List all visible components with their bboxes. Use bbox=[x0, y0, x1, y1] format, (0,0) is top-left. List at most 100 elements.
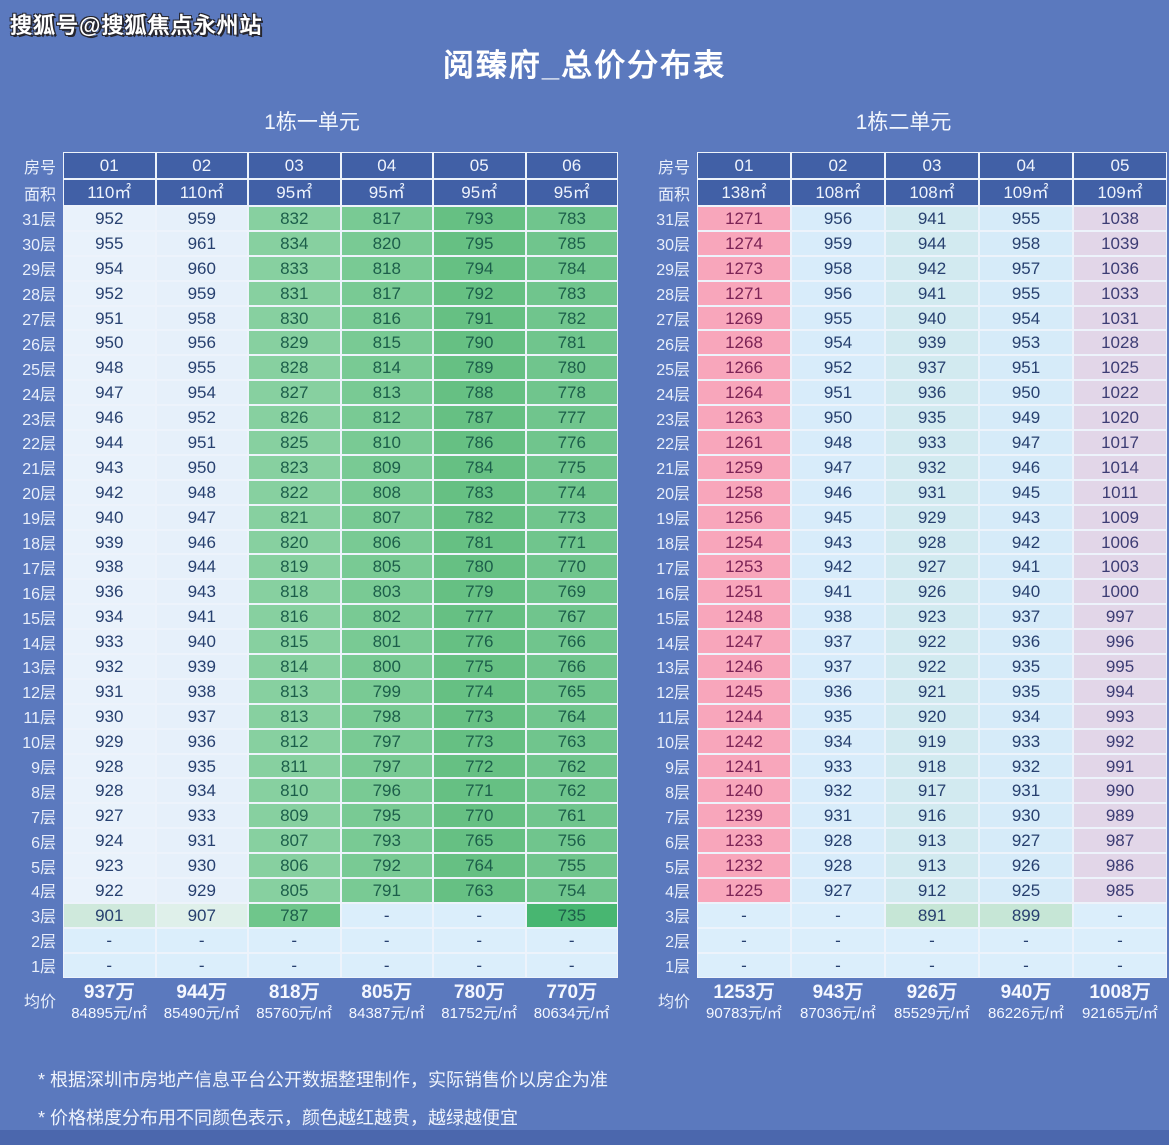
floor-label: 12层 bbox=[656, 685, 690, 703]
price-cell: 992 bbox=[1073, 728, 1167, 754]
price-cell: 1038 bbox=[1073, 206, 1167, 231]
price-cell: - bbox=[63, 952, 156, 978]
price-cell: 936 bbox=[791, 678, 885, 704]
price-cell: 811 bbox=[248, 753, 341, 779]
price-cell: 942 bbox=[791, 554, 885, 580]
price-cell: 947 bbox=[979, 430, 1073, 455]
price-cell: 799 bbox=[340, 678, 433, 704]
price-cell: 950 bbox=[155, 454, 248, 480]
price-cell: 777 bbox=[433, 604, 526, 630]
area-cell: 95㎡ bbox=[433, 179, 526, 206]
price-cell: 947 bbox=[791, 454, 885, 480]
price-cell: 1266 bbox=[697, 355, 791, 381]
price-cell: 1251 bbox=[697, 579, 791, 605]
price-cell: 891 bbox=[885, 902, 979, 928]
floor-label: 6层 bbox=[665, 834, 690, 852]
area-cell: 95㎡ bbox=[525, 179, 618, 206]
price-cell: 935 bbox=[155, 753, 248, 779]
price-cell: 941 bbox=[791, 579, 885, 605]
price-cell: 955 bbox=[979, 206, 1073, 231]
price-cell: 937 bbox=[885, 355, 979, 381]
room-number-header-cell: 02 bbox=[155, 152, 248, 179]
price-cell: 1259 bbox=[697, 454, 791, 480]
avg-price-cell: 1253万 90783元/㎡ bbox=[697, 978, 791, 1034]
floor-label: 14层 bbox=[22, 635, 56, 653]
floor-label: 29层 bbox=[656, 262, 690, 280]
price-cell: 1017 bbox=[1073, 430, 1167, 455]
floor-label: 5层 bbox=[31, 859, 56, 877]
price-cell: 809 bbox=[340, 454, 433, 480]
area-cell: 108㎡ bbox=[791, 179, 885, 206]
price-cell: - bbox=[697, 902, 791, 928]
price-cell: 923 bbox=[885, 604, 979, 630]
price-cell: 773 bbox=[525, 504, 618, 530]
price-cell: 928 bbox=[791, 828, 885, 854]
price-cell: 788 bbox=[433, 380, 526, 406]
avg-unit-price: 92165元/㎡ bbox=[1082, 1005, 1158, 1023]
floor-label: 30层 bbox=[22, 237, 56, 255]
price-cell: 987 bbox=[1073, 828, 1167, 854]
avg-total-price: 943万 bbox=[812, 981, 864, 1003]
price-cell: 1039 bbox=[1073, 230, 1167, 256]
floor-label: 26层 bbox=[656, 336, 690, 354]
price-cell: 931 bbox=[791, 803, 885, 829]
price-cell: 932 bbox=[791, 778, 885, 804]
price-cell: 789 bbox=[433, 355, 526, 381]
price-cell: 927 bbox=[979, 828, 1073, 854]
price-cell: 792 bbox=[433, 280, 526, 306]
floor-label: 23层 bbox=[656, 411, 690, 429]
price-cell: 986 bbox=[1073, 853, 1167, 879]
price-cell: 955 bbox=[791, 305, 885, 331]
price-cell: 810 bbox=[340, 430, 433, 455]
price-cell: 930 bbox=[155, 853, 248, 879]
avg-total-price: 1253万 bbox=[713, 981, 775, 1003]
floor-label: 9层 bbox=[31, 760, 56, 778]
price-cell: 936 bbox=[885, 380, 979, 406]
price-cell: 1247 bbox=[697, 629, 791, 655]
floor-label: 19层 bbox=[656, 511, 690, 529]
price-cell: 952 bbox=[63, 206, 156, 231]
floor-label: 14层 bbox=[656, 635, 690, 653]
price-cell: 815 bbox=[340, 330, 433, 356]
price-cell: 954 bbox=[791, 330, 885, 356]
floor-label: 7层 bbox=[31, 809, 56, 827]
floor-label: 5层 bbox=[665, 859, 690, 877]
price-cell: 939 bbox=[885, 330, 979, 356]
price-cell: 950 bbox=[979, 380, 1073, 406]
price-cell: - bbox=[791, 927, 885, 953]
floor-label: 15层 bbox=[656, 610, 690, 628]
price-cell: 935 bbox=[979, 678, 1073, 704]
price-cell: 795 bbox=[433, 230, 526, 256]
room-number-header-cell: 06 bbox=[525, 152, 618, 179]
price-cell: 766 bbox=[525, 654, 618, 679]
floor-label: 31层 bbox=[656, 212, 690, 230]
avg-total-price: 770万 bbox=[546, 981, 598, 1003]
price-cell: 940 bbox=[63, 504, 156, 530]
price-cell: 937 bbox=[791, 654, 885, 679]
price-cell: 1273 bbox=[697, 255, 791, 281]
avg-unit-price: 86226元/㎡ bbox=[988, 1005, 1064, 1023]
price-cell: 1025 bbox=[1073, 355, 1167, 381]
price-cell: 960 bbox=[155, 255, 248, 281]
price-table-unit2: 房号 01 02 03 04 05 面积 138㎡ 108㎡ 108㎡ 109㎡ 109㎡ 31层 127… bbox=[640, 152, 1167, 1034]
price-cell: 1271 bbox=[697, 280, 791, 306]
price-cell: 803 bbox=[340, 579, 433, 605]
avg-total-price: 937万 bbox=[83, 981, 135, 1003]
price-cell: 937 bbox=[155, 703, 248, 729]
price-cell: 994 bbox=[1073, 678, 1167, 704]
price-cell: 950 bbox=[791, 405, 885, 431]
price-cell: 783 bbox=[525, 280, 618, 306]
price-cell: 959 bbox=[155, 280, 248, 306]
price-cell: 802 bbox=[340, 604, 433, 630]
price-cell: 907 bbox=[155, 902, 248, 928]
price-cell: - bbox=[791, 902, 885, 928]
floor-label: 3层 bbox=[31, 909, 56, 927]
price-cell: 954 bbox=[63, 255, 156, 281]
floor-label: 1层 bbox=[31, 959, 56, 977]
price-cell: 941 bbox=[885, 280, 979, 306]
price-cell: 777 bbox=[525, 405, 618, 431]
price-cell: 818 bbox=[340, 255, 433, 281]
price-cell: 1232 bbox=[697, 853, 791, 879]
price-cell: - bbox=[1073, 952, 1167, 978]
price-cell: 772 bbox=[433, 753, 526, 779]
